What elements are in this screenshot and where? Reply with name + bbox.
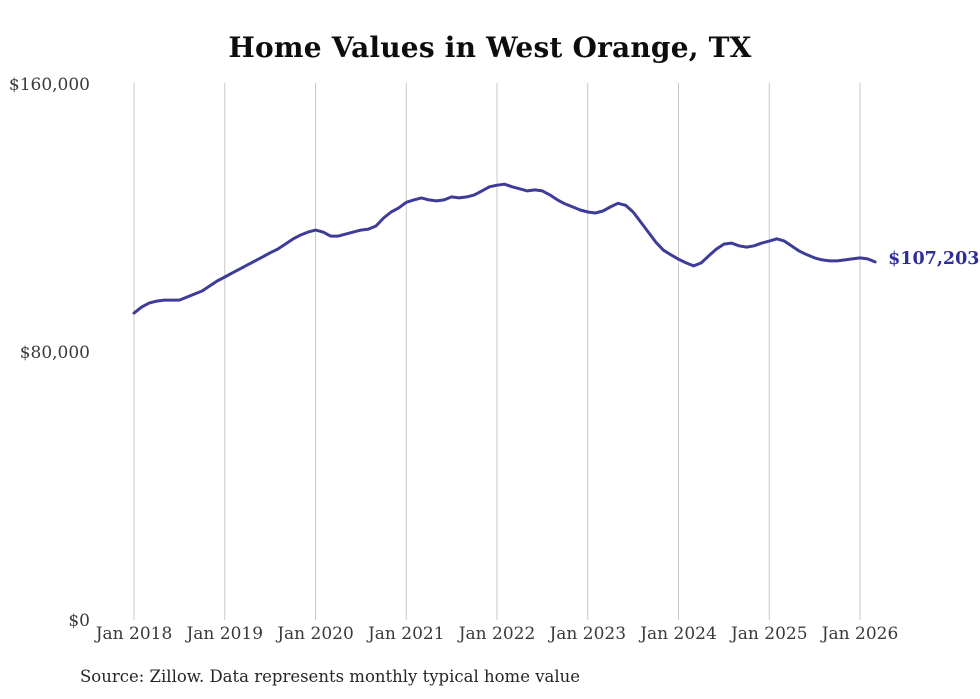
x-tick-label: Jan 2026 [821, 624, 899, 644]
home-value-line [132, 182, 877, 315]
source-note: Source: Zillow. Data represents monthly … [80, 667, 581, 686]
x-tick-label: Jan 2019 [186, 624, 264, 644]
x-tick-label: Jan 2018 [95, 624, 173, 644]
y-tick-label: $80,000 [19, 343, 90, 363]
x-tick-label: Jan 2025 [730, 624, 808, 644]
latest-value-label: $107,203 [888, 248, 980, 269]
x-tick-label: Jan 2022 [458, 624, 536, 644]
x-tick-label: Jan 2020 [277, 624, 354, 644]
y-tick-label: $160,000 [8, 75, 90, 95]
chart-title: Home Values in West Orange, TX [228, 31, 752, 64]
gridlines [133, 83, 861, 620]
y-tick-label: $0 [68, 611, 90, 631]
x-tick-label: Jan 2023 [549, 624, 627, 644]
x-tick-label: Jan 2024 [640, 624, 717, 644]
x-tick-label: Jan 2021 [367, 624, 445, 644]
